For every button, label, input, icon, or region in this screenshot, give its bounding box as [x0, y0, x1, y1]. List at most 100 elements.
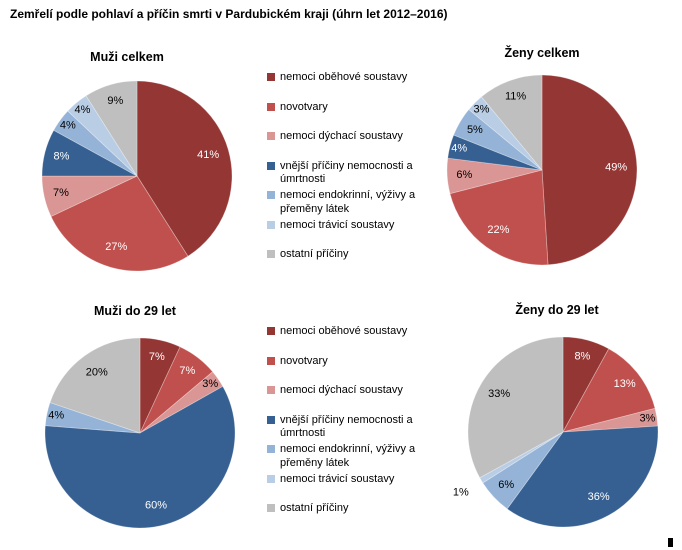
pie-value-label-neoplasms: 27%: [105, 241, 127, 253]
legend-swatch-circulatory: [267, 327, 275, 335]
pie-value-label-circulatory: 8%: [574, 350, 590, 362]
legend-swatch-respiratory: [267, 132, 275, 140]
legend-swatch-circulatory: [267, 73, 275, 81]
pie-value-label-other: 11%: [505, 91, 526, 103]
pie-value-label-endocrine: 5%: [467, 124, 483, 136]
legend-item-endocrine: nemoci endokrinní, výživy a přeměny láte…: [267, 443, 437, 473]
pie-value-label-circulatory: 49%: [605, 162, 627, 174]
legend-item-external: vnější příčiny nemocnosti a úmrtnosti: [267, 414, 437, 444]
pie-slice-external: [447, 134, 543, 171]
pie-chart-zeny-do-29-let: 8% 13% 3% 36% 6% 1% 33%: [453, 336, 659, 528]
legend-swatch-other: [267, 250, 275, 258]
pie-slice-neoplasms: [139, 346, 214, 434]
pie-value-label-respiratory: 7%: [53, 187, 69, 199]
legend-swatch-external: [267, 161, 275, 170]
pie-value-label-external: 36%: [588, 491, 610, 503]
pie-value-label-endocrine: 4%: [60, 120, 76, 132]
pie-value-label-neoplasms: 13%: [614, 378, 636, 390]
legend-label-neoplasms: novotvary: [280, 354, 328, 367]
figure-title: Zemřelí podle pohlaví a příčin smrti v P…: [10, 7, 448, 21]
pie-value-label-endocrine: 4%: [48, 410, 64, 422]
pie-slice-digestive: [479, 431, 564, 484]
pie-slice-other: [480, 74, 543, 172]
pie-value-label-external: 60%: [145, 499, 167, 511]
pie-slice-respiratory: [41, 175, 138, 217]
pie-value-label-endocrine: 6%: [498, 479, 514, 491]
legend-swatch-external: [267, 415, 275, 424]
pie-value-label-other: 9%: [107, 95, 123, 107]
legend-label-external: vnější příčiny nemocnosti a úmrtnosti: [280, 159, 413, 186]
pie-value-label-digestive: 1%: [453, 486, 469, 498]
legend-label-circulatory: nemoci oběhové soustavy: [280, 325, 408, 337]
legend-label-respiratory: nemoci dýchací soustavy: [280, 384, 403, 396]
legend-swatch-endocrine: [267, 191, 275, 199]
pie-slice-other: [49, 337, 141, 434]
legend-swatch-respiratory: [267, 386, 275, 394]
legend-label-neoplasms: novotvary: [280, 100, 328, 113]
pie-slice-circulatory: [541, 74, 638, 266]
legend-label-endocrine: nemoci endokrinní, výživy a přeměny láte…: [280, 443, 416, 469]
pie-value-label-external: 4%: [451, 143, 467, 155]
pie-slice-endocrine: [482, 431, 564, 510]
legend-label-circulatory: nemoci oběhové soustavy: [280, 71, 408, 83]
legend-swatch-neoplasms: [267, 356, 275, 365]
legend-label-external: vnější příčiny nemocnosti a úmrtnosti: [280, 413, 413, 440]
pie-slice-circulatory: [136, 80, 233, 257]
legend-top: nemoci oběhové soustavy novotvary nemoci d…: [267, 71, 437, 278]
pie-value-label-digestive: 3%: [474, 103, 490, 115]
pie-value-label-circulatory: 7%: [149, 351, 165, 363]
legend-swatch-digestive: [267, 220, 275, 229]
pie-slice-circulatory: [139, 337, 181, 434]
pie-slice-circulatory: [562, 336, 610, 433]
pie-slice-neoplasms: [50, 175, 189, 272]
legend-label-respiratory: nemoci dýchací soustavy: [280, 130, 403, 142]
pie-slice-endocrine: [53, 110, 138, 177]
pie-slice-external: [41, 129, 138, 177]
pie-value-label-respiratory: 3%: [639, 413, 655, 425]
stray-mark: [668, 538, 673, 547]
legend-item-external: vnější příčiny nemocnosti a úmrtnosti: [267, 160, 437, 190]
legend-item-respiratory: nemoci dýchací soustavy: [267, 130, 437, 160]
pie-slice-respiratory: [562, 407, 659, 433]
chart-title-muzi-celkem: Muži celkem: [90, 50, 164, 64]
pie-slice-respiratory: [446, 157, 543, 195]
chart-title-zeny-do-29-let: Ženy do 29 let: [515, 303, 599, 317]
legend-bottom: nemoci oběhové soustavy novotvary nemoci d…: [267, 325, 437, 532]
pie-slice-respiratory: [139, 371, 224, 434]
pie-slice-endocrine: [44, 402, 141, 434]
pie-slice-neoplasms: [562, 348, 656, 433]
legend-swatch-endocrine: [267, 445, 275, 453]
pie-value-label-external: 8%: [54, 151, 70, 163]
legend-swatch-neoplasms: [267, 102, 275, 111]
legend-item-circulatory: nemoci oběhové soustavy: [267, 71, 437, 101]
pie-value-label-circulatory: 41%: [197, 149, 219, 161]
pie-value-label-other: 20%: [86, 367, 108, 379]
legend-swatch-other: [267, 504, 275, 512]
pie-value-label-other: 33%: [488, 388, 510, 400]
chart-title-muzi-do-29-let: Muži do 29 let: [94, 304, 176, 318]
legend-item-neoplasms: novotvary: [267, 355, 437, 385]
pie-slice-digestive: [67, 95, 138, 177]
pie-value-label-neoplasms: 22%: [487, 224, 509, 236]
legend-item-digestive: nemoci trávicí soustavy: [267, 219, 437, 249]
pie-slice-other: [85, 80, 138, 178]
legend-label-endocrine: nemoci endokrinní, výživy a přeměny láte…: [280, 189, 416, 215]
pie-slice-neoplasms: [449, 169, 549, 266]
legend-swatch-digestive: [267, 474, 275, 483]
pie-value-label-neoplasms: 7%: [179, 365, 195, 377]
legend-label-digestive: nemoci trávicí soustavy: [280, 218, 395, 231]
legend-label-digestive: nemoci trávicí soustavy: [280, 472, 395, 485]
legend-item-digestive: nemoci trávicí soustavy: [267, 473, 437, 503]
pie-value-label-respiratory: 3%: [202, 378, 218, 390]
legend-item-endocrine: nemoci endokrinní, výživy a přeměny láte…: [267, 189, 437, 219]
chart-title-zeny-celkem: Ženy celkem: [504, 46, 580, 60]
legend-label-other: ostatní příčiny: [280, 248, 349, 260]
legend-label-other: ostatní příčiny: [280, 502, 349, 514]
pie-slice-external: [44, 385, 236, 529]
legend-item-neoplasms: novotvary: [267, 101, 437, 131]
pie-value-label-respiratory: 6%: [456, 169, 472, 181]
pie-slice-external: [506, 425, 659, 528]
pie-chart-zeny-celkem: 49% 22% 6% 4%5% 3% 11%: [446, 74, 638, 266]
pie-chart-muzi-do-29-let: 7% 7% 3% 60% 4% 20%: [44, 337, 236, 529]
